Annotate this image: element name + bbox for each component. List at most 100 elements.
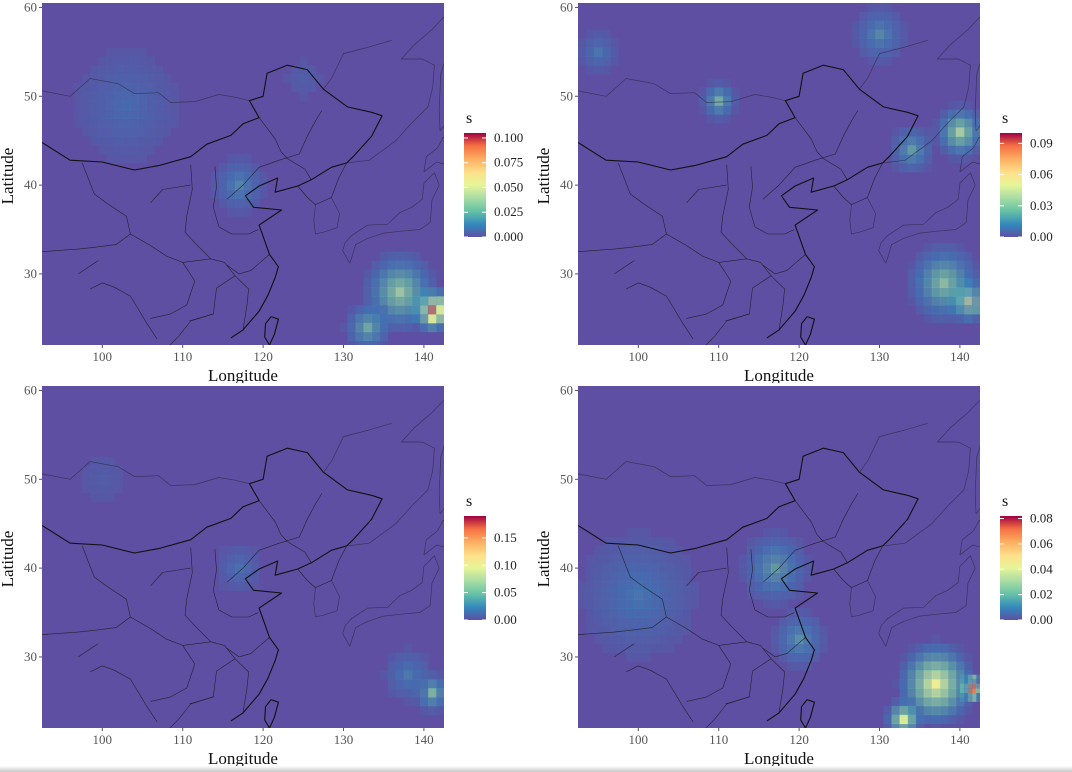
heatmap-cell [803,652,812,662]
province-border [258,117,288,159]
heatmap-cell [427,296,437,306]
legend-label: 0.06 [1030,167,1053,182]
heatmap-cell [955,242,965,253]
china-border [42,64,383,339]
heatmap-cell [122,118,131,128]
heatmap-cell [411,251,421,262]
heatmap-cell [427,705,437,716]
heatmap-cell [907,260,917,270]
heatmap-cell [947,260,957,270]
heatmap-cell [387,313,397,324]
heatmap-cell [787,581,796,591]
heatmap-cell [634,528,643,538]
x-axis-title: Longitude [744,749,814,766]
heatmap-cell [90,74,99,84]
heatmap-cell [939,714,949,725]
legend-title: s [466,110,472,127]
heatmap-cell [210,171,220,182]
heatmap-cell [891,723,901,728]
heatmap-cell [975,692,980,702]
heatmap-cell [243,554,252,565]
legend-label: 0.09 [1030,135,1053,150]
heatmap-cell [867,47,876,57]
window-edge [0,766,1072,772]
heatmap-cell [106,109,115,119]
heatmap-cell [82,118,91,128]
heatmap-cell [899,696,909,707]
heatmap-cell [371,305,381,315]
heatmap-cell [923,287,933,297]
heatmap-cell [955,287,965,297]
heatmap-cell [251,180,260,191]
province-border [794,500,824,542]
korea-coast [849,580,876,618]
heatmap-cell [355,340,365,345]
heatmap-cell [363,269,373,279]
heatmap-cell [379,296,389,306]
heatmap-cell [419,287,429,297]
heatmap-cell [642,616,651,627]
heatmap-cell [371,305,381,315]
russia-border [323,422,392,473]
heatmap-cell [907,287,917,297]
heatmap-cell [955,269,965,279]
heatmap-cell [234,207,244,217]
heatmap-cell [602,616,611,627]
province-border [138,692,158,722]
heatmap-cell [299,82,308,93]
heatmap-cell [779,643,788,653]
heatmap-cell [899,714,909,725]
heatmap-cell [618,643,627,653]
heatmap-cell [947,661,957,671]
heatmap-cell [98,474,107,485]
heatmap-cell [387,322,397,333]
x-tick-label: 100 [93,349,113,364]
heatmap-cell [883,20,893,31]
legend-colorbar [464,133,486,237]
heatmap-cell [427,287,437,297]
heatmap-cell [915,278,925,288]
heatmap-cell [915,643,925,653]
heatmap-cell [138,56,148,66]
heatmap-cell [915,723,925,728]
heatmap-cell [586,554,595,565]
heatmap-cell [931,242,941,253]
heatmap-cell [754,590,764,600]
legend-colorbar [464,516,486,620]
heatmap-cell [754,554,764,565]
y-axis-title: Latitude [0,148,17,205]
heatmap-cell [626,545,635,556]
heatmap-cell [931,278,941,288]
heatmap-cell [363,287,373,297]
heatmap-cell [634,572,643,582]
heatmap-cell [122,65,131,75]
heatmap-cell [162,74,172,84]
heatmap-cell [770,528,780,538]
heatmap-cell [650,625,659,636]
heatmap-cell [98,145,107,155]
heatmap-cell [891,38,901,48]
heatmap-cell [218,545,228,556]
heatmap-cell [963,145,973,155]
heatmap-cell [923,688,933,698]
province-border [614,260,635,275]
heatmap-cell [939,670,949,680]
heatmap-cell [875,3,885,13]
heatmap-cell [347,305,357,315]
heatmap-cell [947,136,957,146]
x-tick-label: 140 [950,732,970,747]
province-border [686,628,732,702]
heatmap-cell [642,545,651,556]
heatmap-cell [594,38,603,48]
heatmap-cell [915,305,925,315]
heatmap-cell [923,670,933,680]
heatmap-cell [891,714,901,725]
japan-coast [342,555,440,647]
heatmap-cell [859,29,868,40]
heatmap-cell [218,189,228,199]
panel-top-left: 100 110 120 130 140 30 40 50 60 Longitude Latitude… [0,0,536,383]
heatmap-cell [251,162,260,173]
province-border [762,110,859,200]
heatmap-cell [939,696,949,707]
heatmap-cell [363,296,373,306]
